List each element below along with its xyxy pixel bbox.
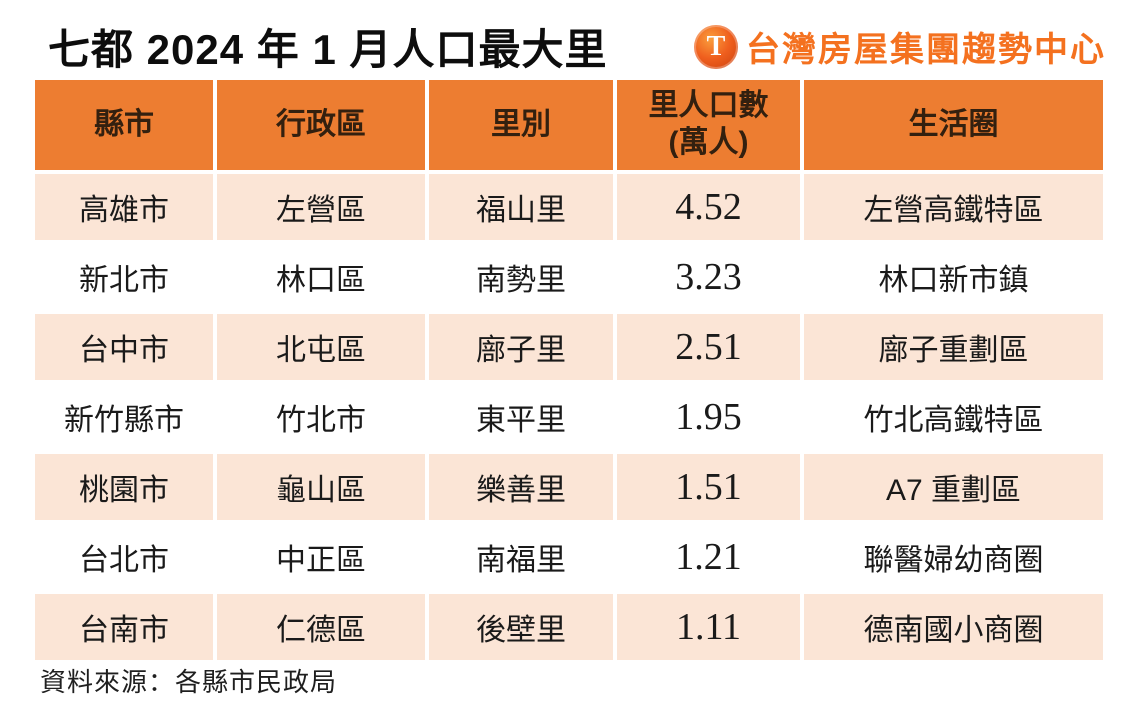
column-header-living-circle-label: 生活圈	[908, 107, 999, 141]
cell-district: 仁德區	[217, 594, 425, 660]
data-source-note: 資料來源：各縣市民政局	[40, 667, 338, 697]
column-header-district-label: 行政區	[276, 107, 366, 141]
cell-city: 新竹縣市	[35, 384, 213, 450]
cell-city: 新北市	[35, 244, 213, 310]
cell-living-circle: 廍子重劃區	[804, 314, 1103, 380]
cell-village: 南福里	[429, 524, 613, 590]
cell-living-circle: 德南國小商圈	[804, 594, 1103, 660]
column-header-city-label: 縣市	[94, 107, 154, 141]
cell-village: 樂善里	[429, 454, 613, 520]
cell-village: 南勢里	[429, 244, 613, 310]
cell-village: 福山里	[429, 174, 613, 240]
cell-district: 中正區	[217, 524, 425, 590]
population-table: 縣市 行政區 里別 里人口數 (萬人) 生活圈 高雄市 左營區 福山里 4.52…	[35, 80, 1103, 660]
cell-city: 台南市	[35, 594, 213, 660]
column-header-village-label: 里別	[491, 107, 551, 141]
column-header-living-circle: 生活圈	[804, 80, 1103, 170]
cell-district: 竹北市	[217, 384, 425, 450]
cell-population: 1.51	[617, 454, 800, 520]
cell-population: 1.21	[617, 524, 800, 590]
cell-village: 後壁里	[429, 594, 613, 660]
cell-living-circle: 林口新市鎮	[804, 244, 1103, 310]
cell-city: 台中市	[35, 314, 213, 380]
column-header-city: 縣市	[35, 80, 213, 170]
column-header-district: 行政區	[217, 80, 425, 170]
cell-city: 台北市	[35, 524, 213, 590]
cell-village: 東平里	[429, 384, 613, 450]
cell-living-circle: 聯醫婦幼商圈	[804, 524, 1103, 590]
cell-district: 林口區	[217, 244, 425, 310]
column-header-village: 里別	[429, 80, 613, 170]
cell-living-circle: 左營高鐵特區	[804, 174, 1103, 240]
cell-population: 2.51	[617, 314, 800, 380]
logo-t-icon: T	[694, 24, 738, 69]
cell-district: 左營區	[217, 174, 425, 240]
cell-city: 高雄市	[35, 174, 213, 240]
column-header-population: 里人口數 (萬人)	[617, 80, 800, 170]
cell-population: 4.52	[617, 174, 800, 240]
cell-city: 桃園市	[35, 454, 213, 520]
cell-population: 1.11	[617, 594, 800, 660]
column-header-population-label: 里人口數	[648, 89, 769, 123]
cell-living-circle: 竹北高鐵特區	[804, 384, 1103, 450]
cell-population: 1.95	[617, 384, 800, 450]
cell-district: 龜山區	[217, 454, 425, 520]
cell-village: 廍子里	[429, 314, 613, 380]
taiwan-housing-group-logo: T 台灣房屋集團趨勢中心	[694, 22, 1106, 71]
cell-district: 北屯區	[217, 314, 425, 380]
column-header-population-unit: (萬人)	[668, 126, 749, 159]
cell-population: 3.23	[617, 244, 800, 310]
page-title: 七都 2024 年 1 月人口最大里	[48, 26, 608, 73]
logo-text: 台灣房屋集團趨勢中心	[746, 31, 1106, 69]
cell-living-circle: A7 重劃區	[804, 454, 1103, 520]
